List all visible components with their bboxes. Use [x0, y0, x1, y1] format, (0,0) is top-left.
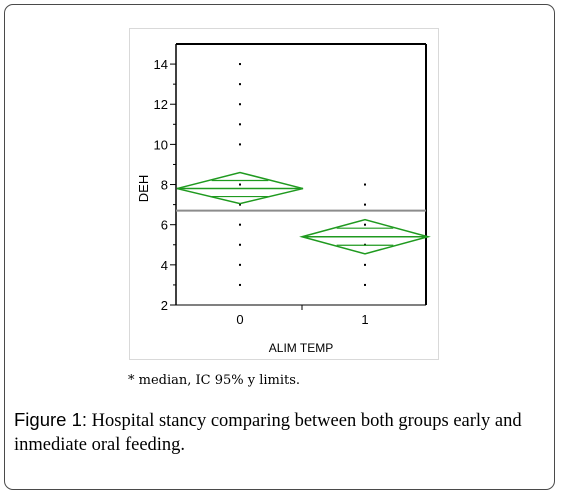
data-point	[239, 63, 241, 66]
data-point	[239, 183, 241, 186]
data-point	[239, 283, 241, 286]
y-axis-label: DEH	[136, 175, 151, 202]
data-point	[364, 203, 366, 206]
data-point	[364, 183, 366, 186]
y-tick-label: 4	[161, 258, 168, 273]
caption-label: Figure 1:	[14, 409, 88, 430]
y-tick-label: 8	[161, 178, 168, 193]
y-tick-label: 12	[154, 97, 168, 112]
x-tick-label: 0	[236, 312, 243, 327]
data-point	[239, 203, 241, 206]
x-axis-label: ALIM TEMP	[269, 341, 333, 355]
data-point	[364, 223, 366, 226]
y-tick-label: 10	[154, 137, 168, 152]
data-point	[239, 263, 241, 266]
y-tick-label: 6	[161, 218, 168, 233]
data-point	[239, 243, 241, 246]
data-point	[239, 83, 241, 86]
figure-caption: Figure 1: Hospital stancy comparing betw…	[14, 408, 549, 457]
x-tick-label: 1	[361, 312, 368, 327]
y-tick-label: 14	[154, 57, 168, 72]
y-tick-label: 2	[161, 298, 168, 313]
data-point	[364, 283, 366, 286]
chart-note: * median, IC 95% y limits.	[128, 373, 301, 388]
data-point	[364, 263, 366, 266]
data-point	[239, 103, 241, 106]
data-point	[239, 143, 241, 146]
data-point	[239, 123, 241, 126]
chart: 2 4 6 8 10 12 14 0 1 ALIM TEMP DEH	[136, 43, 431, 355]
data-point	[239, 223, 241, 226]
caption-text: Hospital stancy comparing between both g…	[14, 411, 522, 455]
